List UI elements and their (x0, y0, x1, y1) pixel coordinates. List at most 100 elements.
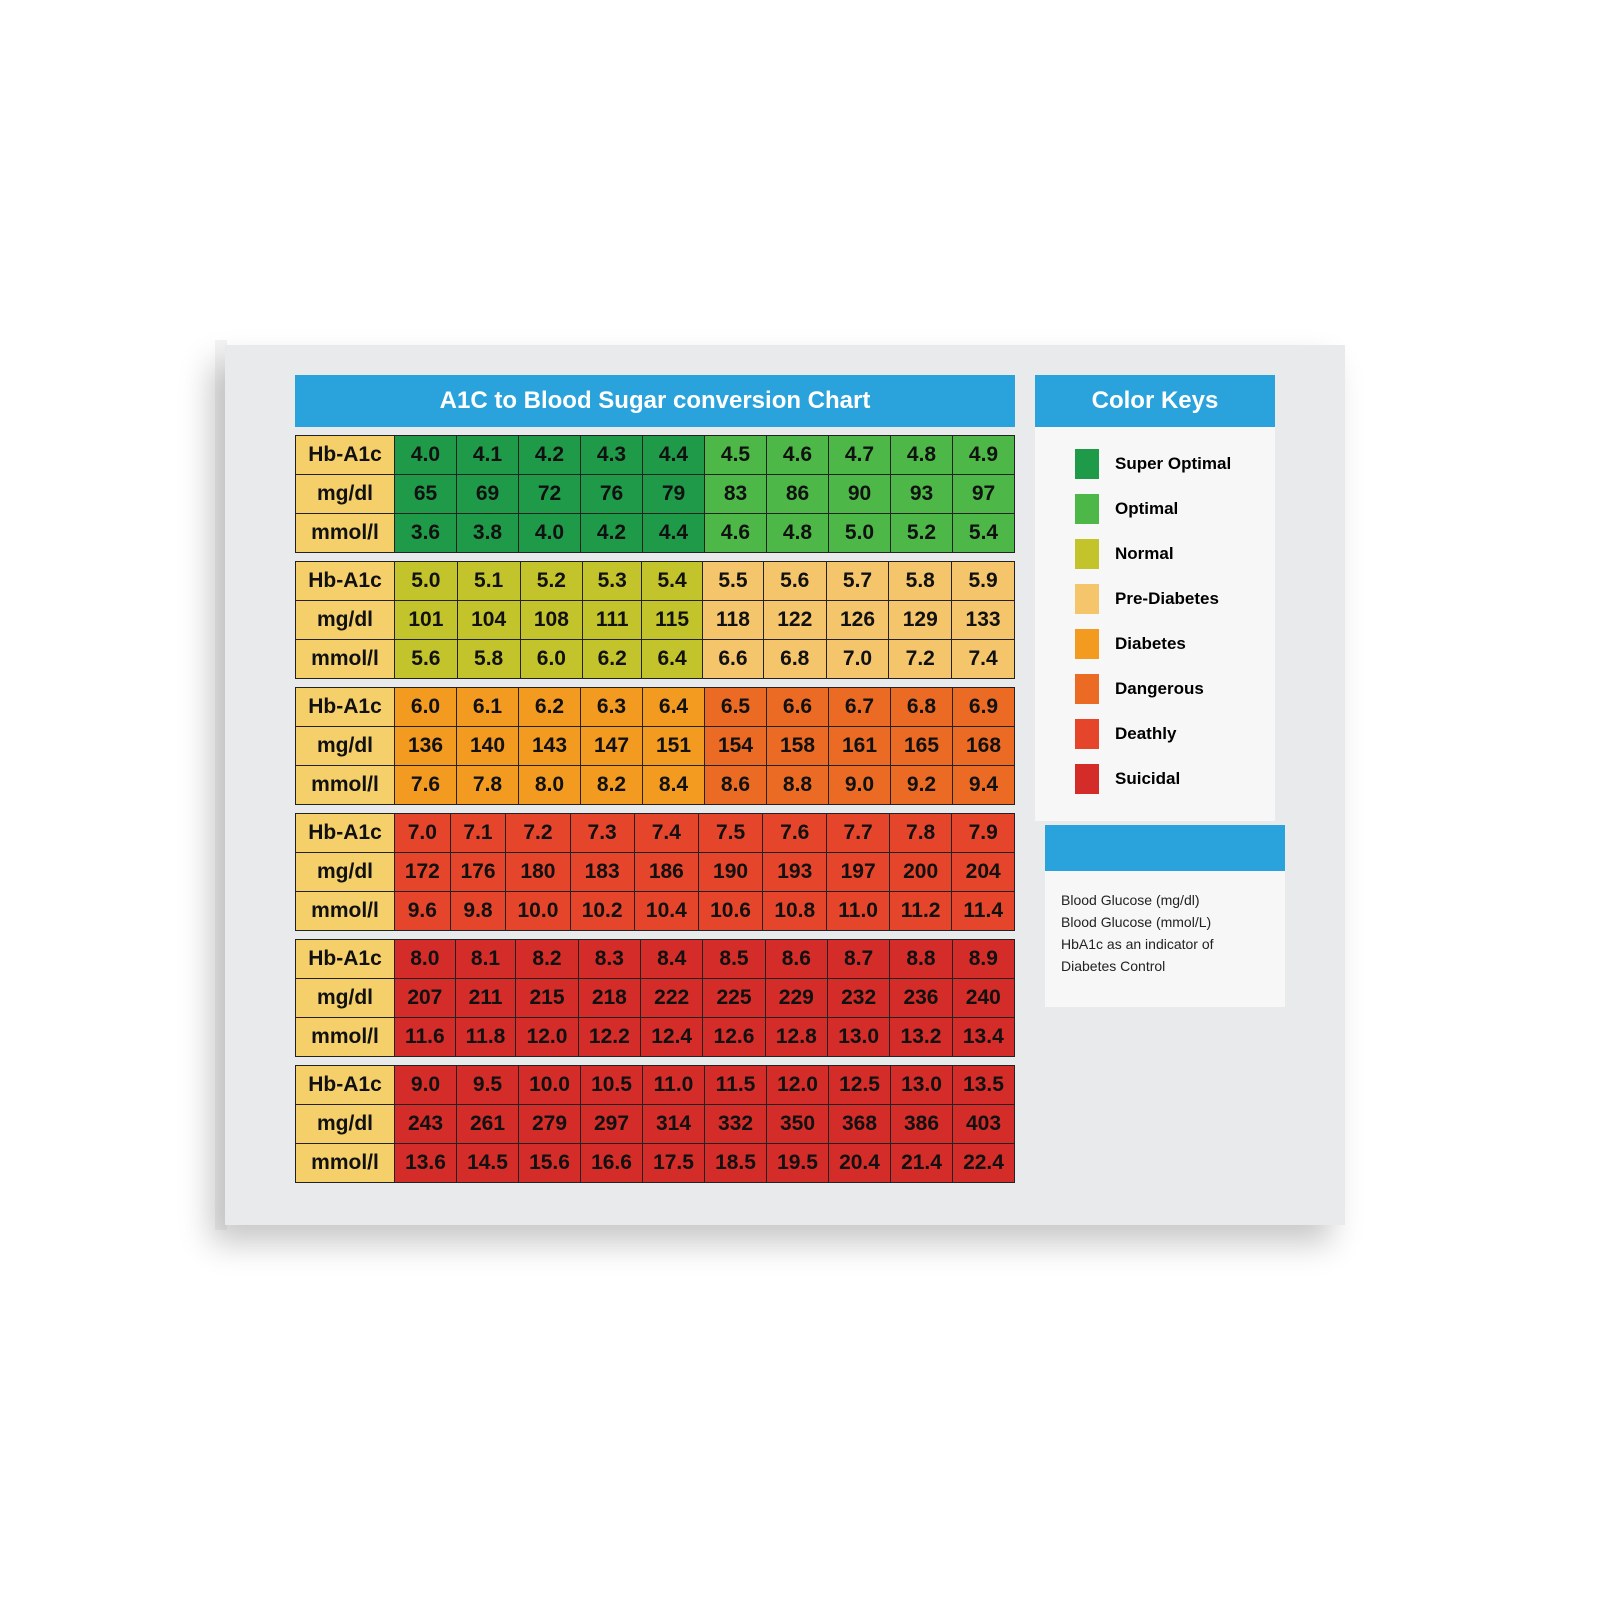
row-label: mg/dl (295, 474, 395, 514)
cell: 172 (394, 852, 451, 892)
cell: 126 (825, 600, 890, 640)
cell: 8.9 (951, 939, 1016, 979)
row-label: mg/dl (295, 978, 395, 1018)
cell: 7.0 (394, 813, 451, 853)
cell: 8.0 (518, 765, 581, 805)
cell: 108 (519, 600, 584, 640)
table-row: mmol/l 3.6 3.8 4.0 4.2 4.4 4.6 4.8 5.0 5.2 5.4 (295, 513, 1015, 553)
cell: 215 (515, 978, 579, 1018)
cell: 151 (642, 726, 705, 766)
cell: 9.6 (394, 891, 451, 931)
cell: 8.7 (826, 939, 891, 979)
cell: 7.6 (394, 765, 457, 805)
legend-label: Deathly (1115, 723, 1177, 743)
cell: 211 (454, 978, 517, 1018)
legend-item: Pre-Diabetes (1075, 576, 1275, 621)
legend-swatch (1075, 583, 1099, 614)
cell: 4.8 (766, 513, 829, 553)
canvas-edge (215, 340, 227, 1230)
cell: 7.8 (456, 765, 519, 805)
cell: 118 (702, 600, 764, 640)
cell: 8.1 (454, 939, 517, 979)
cell: 12.2 (577, 1017, 642, 1057)
cell: 5.6 (762, 561, 827, 601)
cell: 104 (456, 600, 521, 640)
cell: 193 (762, 852, 828, 892)
cell: 11.0 (826, 891, 890, 931)
cell: 7.0 (825, 639, 890, 679)
cell: 232 (826, 978, 891, 1018)
cell: 11.4 (951, 891, 1015, 931)
cell: 6.5 (704, 687, 767, 727)
cell: 9.4 (952, 765, 1015, 805)
table-row: Hb-A1c 6.0 6.1 6.2 6.3 6.4 6.5 6.6 6.7 6.8 6.9 (295, 687, 1015, 727)
cell: 10.4 (633, 891, 699, 931)
cell: 403 (952, 1104, 1015, 1144)
cell: 10.8 (762, 891, 828, 931)
cell: 12.4 (639, 1017, 704, 1057)
table-block: Hb-A1c 9.0 9.5 10.0 10.5 11.0 11.5 12.0 12.5 13.0… (295, 1065, 1015, 1183)
cell: 207 (394, 978, 456, 1018)
cell: 5.8 (888, 561, 953, 601)
table-row: mg/dl 172 176 180 183 186 190 193 197 200 204 (295, 852, 1015, 892)
cell: 7.3 (569, 813, 635, 853)
cell: 183 (569, 852, 635, 892)
table-row: mmol/l 11.6 11.8 12.0 12.2 12.4 12.6 12.8 13.0 13… (295, 1017, 1016, 1057)
table-row: Hb-A1c 4.0 4.1 4.2 4.3 4.4 4.5 4.6 4.7 4.8 4.9 (295, 435, 1015, 475)
cell: 69 (456, 474, 519, 514)
cell: 7.4 (951, 639, 1015, 679)
cell: 8.2 (580, 765, 643, 805)
cell: 261 (456, 1104, 519, 1144)
legend-label: Optimal (1115, 498, 1179, 518)
cell: 93 (890, 474, 953, 514)
table-row: mmol/l 13.6 14.5 15.6 16.6 17.5 18.5 19.5 20.4 21… (295, 1143, 1015, 1183)
cell: 90 (828, 474, 891, 514)
cell: 4.3 (580, 435, 643, 475)
cell: 5.7 (825, 561, 890, 601)
cell: 5.3 (582, 561, 643, 601)
cell: 204 (951, 852, 1015, 892)
cell: 386 (890, 1104, 953, 1144)
legend-label: Normal (1115, 543, 1174, 563)
row-label: mmol/l (295, 639, 395, 679)
cell: 5.6 (394, 639, 458, 679)
cell: 147 (580, 726, 643, 766)
cell: 9.8 (449, 891, 507, 931)
cell: 7.2 (888, 639, 953, 679)
cell: 8.0 (394, 939, 456, 979)
cell: 6.3 (580, 687, 643, 727)
cell: 140 (456, 726, 519, 766)
table-block: Hb-A1c 5.0 5.1 5.2 5.3 5.4 5.5 5.6 5.7 5.8 5.9 mg/d… (295, 561, 1015, 679)
cell: 368 (828, 1104, 891, 1144)
title: A1C to Blood Sugar conversion Chart (295, 375, 1015, 427)
cell: 14.5 (456, 1143, 519, 1183)
cell: 65 (394, 474, 457, 514)
table-row: Hb-A1c 9.0 9.5 10.0 10.5 11.0 11.5 12.0 12.5 13.0… (295, 1065, 1015, 1105)
cell: 8.5 (702, 939, 766, 979)
table-block: Hb-A1c 6.0 6.1 6.2 6.3 6.4 6.5 6.6 6.7 6.8 6.9 mg/d… (295, 687, 1015, 805)
row-label: mmol/l (295, 1017, 395, 1057)
cell: 10.6 (697, 891, 764, 931)
legend-swatch (1075, 448, 1099, 479)
cell: 12.0 (515, 1017, 579, 1057)
cell: 180 (505, 852, 571, 892)
cell: 11.0 (642, 1065, 705, 1105)
cell: 4.4 (642, 435, 705, 475)
cell: 6.6 (702, 639, 764, 679)
cell: 12.0 (766, 1065, 829, 1105)
row-label: mmol/l (295, 1143, 395, 1183)
cell: 72 (518, 474, 581, 514)
legend-title: Color Keys (1035, 375, 1275, 427)
cell: 197 (826, 852, 890, 892)
cell: 6.2 (582, 639, 643, 679)
cell: 9.5 (456, 1065, 519, 1105)
cell: 97 (952, 474, 1015, 514)
cell: 229 (764, 978, 828, 1018)
cell: 6.2 (518, 687, 581, 727)
cell: 332 (704, 1104, 767, 1144)
cell: 8.2 (515, 939, 579, 979)
cell: 11.6 (394, 1017, 456, 1057)
cell: 4.6 (766, 435, 829, 475)
cell: 76 (580, 474, 643, 514)
